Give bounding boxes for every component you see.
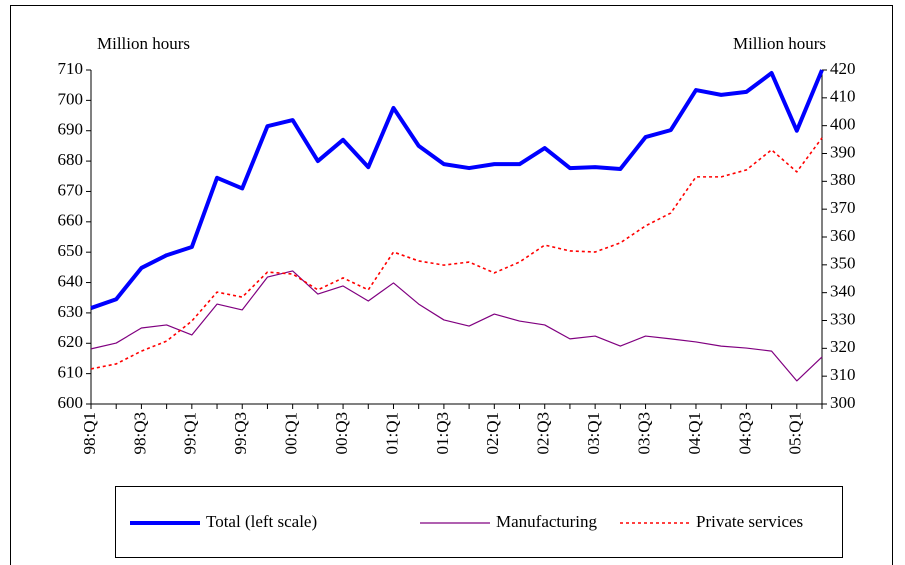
x-tick-label: 05:Q1 <box>786 412 805 455</box>
y2-tick-label: 400 <box>830 115 856 134</box>
y2-tick-label: 300 <box>830 393 856 412</box>
x-tick-label: 99:Q3 <box>231 412 250 455</box>
y2-tick-label: 420 <box>830 59 856 78</box>
y-tick-label: 600 <box>58 393 84 412</box>
legend-label: Private services <box>696 512 803 531</box>
y-tick-label: 660 <box>58 211 84 230</box>
x-tick-label: 00:Q1 <box>282 412 301 455</box>
y-tick-label: 710 <box>58 59 84 78</box>
legend-label: Total (left scale) <box>206 512 317 531</box>
y-tick-label: 670 <box>58 180 84 199</box>
y-axis-label: Million hours <box>97 34 190 53</box>
y-tick-label: 640 <box>58 271 84 290</box>
x-tick-label: 99:Q1 <box>181 412 200 455</box>
x-tick-label: 04:Q1 <box>685 412 704 455</box>
x-tick-label: 03:Q3 <box>634 412 653 455</box>
y2-tick-label: 370 <box>830 198 856 217</box>
y2-tick-label: 380 <box>830 170 856 189</box>
x-tick-label: 01:Q3 <box>433 412 452 455</box>
series-line <box>90 69 824 310</box>
y-tick-label: 620 <box>58 332 84 351</box>
x-tick-label: 98:Q3 <box>130 412 149 455</box>
y2-tick-label: 340 <box>830 282 856 301</box>
y2-tick-label: 360 <box>830 226 856 245</box>
y2-tick-label: 310 <box>830 365 856 384</box>
x-tick-label: 02:Q1 <box>483 412 502 455</box>
y2-tick-label: 330 <box>830 309 856 328</box>
y2-tick-label: 320 <box>830 337 856 356</box>
y-tick-label: 630 <box>58 302 84 321</box>
y-tick-label: 680 <box>58 150 84 169</box>
y-tick-label: 650 <box>58 241 84 260</box>
series-line <box>90 137 823 370</box>
x-tick-label: 03:Q1 <box>584 412 603 455</box>
y-tick-label: 690 <box>58 120 84 139</box>
legend-label: Manufacturing <box>496 512 598 531</box>
frame <box>10 5 893 565</box>
y-tick-label: 700 <box>58 89 84 108</box>
y2-tick-label: 350 <box>830 254 856 273</box>
x-tick-label: 00:Q3 <box>332 412 351 455</box>
y2-tick-label: 410 <box>830 87 856 106</box>
x-tick-label: 01:Q1 <box>382 412 401 455</box>
y-tick-label: 610 <box>58 363 84 382</box>
y2-axis-label: Million hours <box>733 34 826 53</box>
legend-box <box>115 486 843 558</box>
x-tick-label: 02:Q3 <box>534 412 553 455</box>
y2-tick-label: 390 <box>830 142 856 161</box>
series-line <box>90 270 823 382</box>
x-tick-label: 98:Q1 <box>80 412 99 455</box>
x-tick-label: 04:Q3 <box>735 412 754 455</box>
